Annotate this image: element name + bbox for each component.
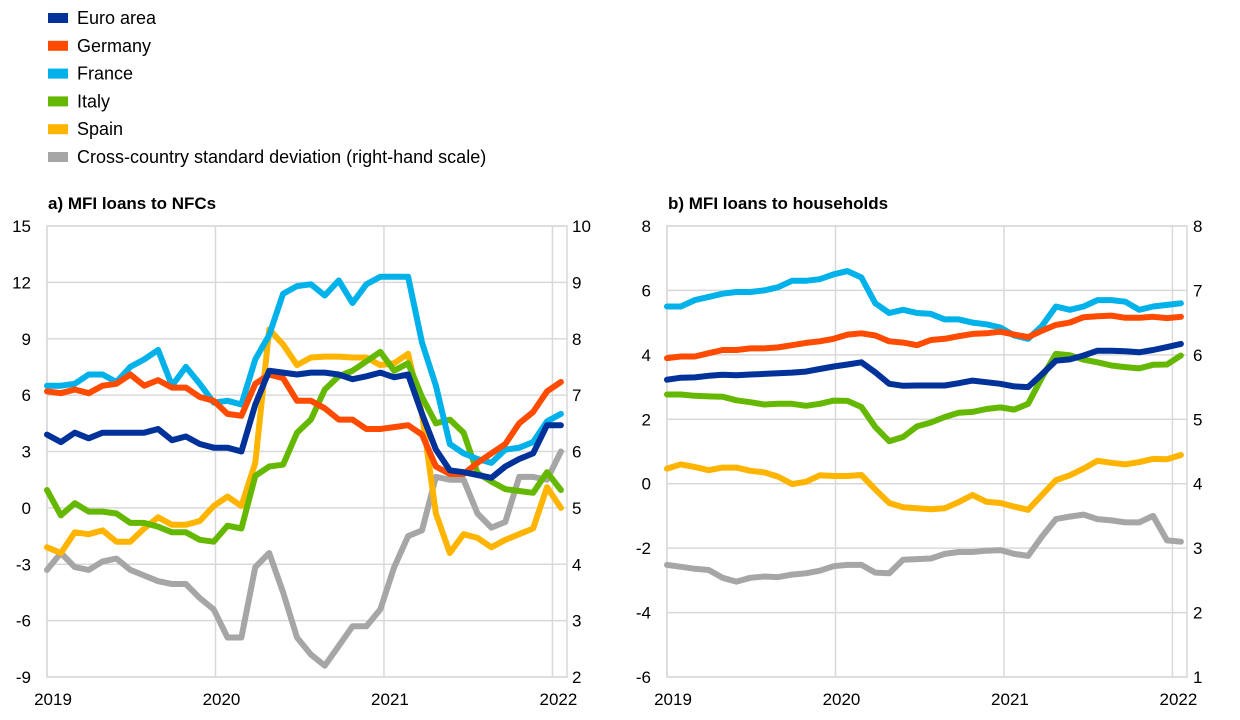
legend-swatch-france [48, 68, 68, 79]
series-line-italy [664, 350, 1184, 445]
series-line-germany [664, 312, 1184, 362]
legend-label-italy: Italy [77, 91, 110, 111]
panel-a-nfc-loans: a) MFI loans to NFCs 15 12 9 6 3 0 -3 -6 -9 10 9 8 7 6… [12, 194, 591, 709]
series-line-spain [44, 326, 564, 556]
y-tick-label-left: 0 [642, 475, 651, 494]
x-tick-label: 2022 [1160, 690, 1198, 709]
series-line-euro [44, 367, 564, 481]
x-tick-label: 2022 [540, 690, 578, 709]
y-tick-label-left: 6 [642, 281, 651, 300]
y-tick-label-left: -6 [636, 668, 651, 687]
legend-label-sd: Cross-country standard deviation (right-… [77, 147, 486, 167]
series-line-euro [664, 340, 1184, 391]
y-tick-label-right: 4 [1193, 475, 1202, 494]
y-tick-label-left: -4 [636, 604, 651, 623]
series-line-spain [664, 452, 1184, 513]
y-tick-label-left: 4 [642, 346, 651, 365]
legend-label-france: France [77, 64, 133, 84]
x-tick-label: 2020 [203, 690, 241, 709]
y-tick-label-left: 6 [22, 386, 31, 405]
y-tick-label-right: 3 [572, 612, 581, 631]
panel-title: a) MFI loans to NFCs [48, 194, 216, 213]
panel-b-household-loans: b) MFI loans to households 8 6 4 2 0 -2 -4 -6 8 7 6… [636, 194, 1203, 709]
y-tick-label-right: 1 [1193, 668, 1202, 687]
y-tick-label-left: 12 [12, 273, 31, 292]
y-tick-label-left: -9 [16, 668, 31, 687]
x-tick-label: 2021 [991, 690, 1029, 709]
y-tick-label-left: -3 [16, 555, 31, 574]
legend-swatch-sd [48, 152, 68, 162]
plot-frame [46, 225, 568, 678]
y-tick-label-left: 3 [22, 443, 31, 462]
legend-swatch-euro [48, 13, 68, 23]
y-tick-label-right: 8 [572, 330, 581, 349]
x-tick-label: 2021 [371, 690, 409, 709]
y-tick-label-right: 6 [572, 443, 581, 462]
x-tick-label: 2020 [823, 690, 861, 709]
y-tick-label-right: 10 [572, 217, 591, 236]
series-line-sd [664, 511, 1184, 585]
x-tick-label: 2019 [34, 690, 72, 709]
y-tick-label-right: 4 [572, 555, 581, 574]
y-tick-label-right: 2 [1193, 604, 1202, 623]
series-line-sd [44, 448, 564, 669]
legend: Euro area Germany France Italy Spain Cross-co… [48, 8, 486, 167]
y-tick-label-right: 8 [1193, 217, 1202, 236]
series-line-france [44, 273, 564, 466]
legend-swatch-italy [48, 96, 68, 107]
y-tick-label-right: 9 [572, 273, 581, 292]
series-line-france [664, 268, 1184, 342]
y-tick-label-right: 5 [1193, 410, 1202, 429]
legend-label-germany: Germany [77, 36, 151, 56]
y-tick-label-right: 7 [1193, 281, 1202, 300]
series-line-germany [44, 371, 564, 477]
y-tick-label-left: 0 [22, 499, 31, 518]
y-tick-label-left: 15 [12, 217, 31, 236]
legend-label-spain: Spain [77, 119, 123, 139]
y-tick-label-left: -2 [636, 539, 651, 558]
legend-swatch-germany [48, 40, 68, 51]
y-tick-label-left: 2 [642, 410, 651, 429]
plot-frame [666, 225, 1188, 678]
y-tick-label-right: 6 [1193, 346, 1202, 365]
y-tick-label-left: 9 [22, 330, 31, 349]
legend-swatch-spain [48, 124, 68, 135]
y-tick-label-left: 8 [642, 217, 651, 236]
panel-title: b) MFI loans to households [668, 194, 888, 213]
y-tick-label-right: 5 [572, 499, 581, 518]
y-tick-label-right: 2 [572, 668, 581, 687]
x-tick-label: 2019 [654, 690, 692, 709]
y-tick-label-right: 3 [1193, 539, 1202, 558]
y-tick-label-right: 7 [572, 386, 581, 405]
y-tick-label-left: -6 [16, 612, 31, 631]
legend-label-euro: Euro area [77, 8, 157, 28]
